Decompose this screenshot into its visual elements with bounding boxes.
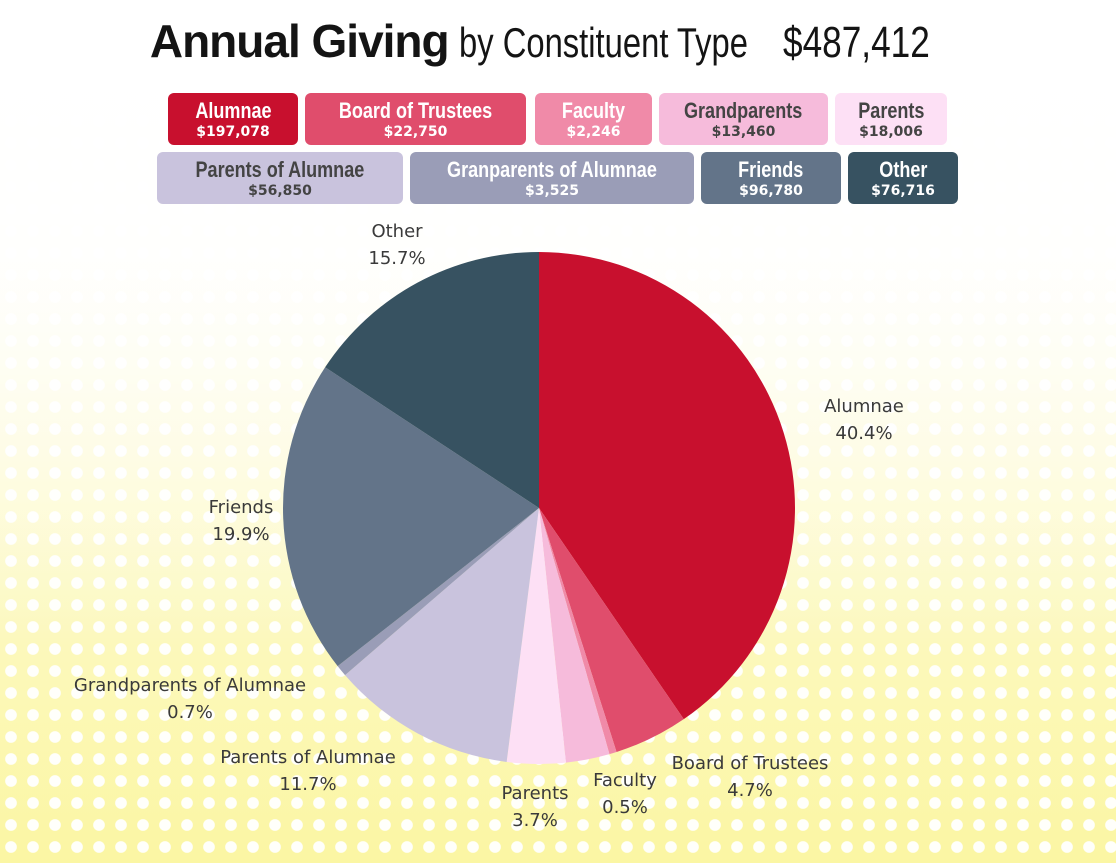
slice-label-pct: 11.7%: [279, 774, 337, 795]
legend-amount: $22,750: [383, 123, 448, 140]
legend-chip-board-of-trustees: Board of Trustees $22,750: [305, 93, 526, 145]
slice-label-parents: Parents 3.7%: [502, 780, 569, 834]
pie-slice-grandparents: [539, 508, 610, 763]
legend-name: Granparents of Alumnae: [447, 156, 657, 182]
slice-label-board-of-trustees: Board of Trustees 4.7%: [672, 750, 829, 804]
slice-label-pct: 4.7%: [727, 780, 773, 801]
legend-amount: $197,078: [196, 123, 270, 140]
slice-label-pct: 19.9%: [212, 524, 270, 545]
legend-amount: $13,460: [711, 123, 776, 140]
pie-slice-other: [325, 252, 539, 508]
pie-slice-faculty: [539, 508, 617, 755]
legend-name: Grandparents: [684, 97, 803, 123]
legend-amount: $76,716: [871, 182, 935, 199]
legend-name: Other: [878, 156, 928, 182]
legend-amount: $2,246: [566, 123, 621, 140]
legend-chip-parents-of-alumnae: Parents of Alumnae $56,850: [157, 152, 403, 204]
slice-label-parents-of-alumnae: Parents of Alumnae 11.7%: [220, 744, 396, 798]
pie-slice-grandparents-of-alumnae: [337, 508, 539, 676]
slice-label-pct: 0.5%: [602, 797, 648, 818]
legend-name: Friends: [738, 156, 804, 182]
slice-label-name: Alumnae: [824, 396, 904, 417]
title-total: $487,412: [782, 18, 930, 67]
slice-label-faculty: Faculty 0.5%: [593, 767, 657, 821]
slice-label-other: Other 15.7%: [368, 218, 425, 272]
legend-amount: $96,780: [739, 182, 803, 199]
slice-label-name: Other: [371, 221, 423, 242]
slice-label-pct: 40.4%: [835, 423, 893, 444]
pie-slice-parents-of-alumnae: [345, 508, 539, 762]
slice-label-pct: 0.7%: [167, 702, 213, 723]
legend-chip-grandparents: Grandparents $13,460: [659, 93, 828, 145]
slice-label-name: Parents of Alumnae: [220, 747, 396, 768]
legend-name: Faculty: [561, 97, 626, 123]
legend-amount: $18,006: [859, 123, 923, 140]
chart-title: Annual Giving by Constituent Type $487,4…: [0, 14, 1116, 76]
slice-label-name: Board of Trustees: [671, 753, 829, 774]
title-bold: Annual Giving: [149, 15, 450, 67]
legend-chip-other: Other $76,716: [848, 152, 958, 204]
slice-label-pct: 3.7%: [512, 810, 558, 831]
legend-chip-parents: Parents $18,006: [835, 93, 947, 145]
legend-name: Board of Trustees: [338, 97, 493, 123]
pie-slice-parents: [506, 508, 566, 764]
legend-chip-faculty: Faculty $2,246: [535, 93, 652, 145]
slice-label-name: Parents: [501, 783, 569, 804]
slice-label-friends: Friends 19.9%: [209, 494, 274, 548]
legend-name: Parents: [857, 97, 925, 123]
title-subtitle: by Constituent Type: [458, 19, 748, 66]
legend-chip-alumnae: Alumnae $197,078: [168, 93, 298, 145]
legend-amount: $3,525: [524, 182, 580, 199]
legend-name: Parents of Alumnae: [195, 156, 365, 182]
slice-label-name: Grandparents of Alumnae: [73, 675, 307, 696]
legend-chip-friends: Friends $96,780: [701, 152, 841, 204]
pie-slice-board-of-trustees: [539, 508, 684, 752]
legend-chip-granparents-of-alumnae: Granparents of Alumnae $3,525: [410, 152, 694, 204]
slice-label-alumnae: Alumnae 40.4%: [824, 393, 904, 447]
slice-label-name: Faculty: [593, 770, 657, 791]
slice-label-name: Friends: [208, 497, 274, 518]
slice-label-grandparents-of-alumnae: Grandparents of Alumnae 0.7%: [74, 672, 306, 726]
legend-name: Alumnae: [194, 97, 272, 123]
slice-label-pct: 15.7%: [368, 248, 426, 269]
pie-slice-alumnae: [539, 252, 795, 720]
pie-slice-friends: [283, 367, 539, 667]
legend-amount: $56,850: [248, 182, 312, 199]
